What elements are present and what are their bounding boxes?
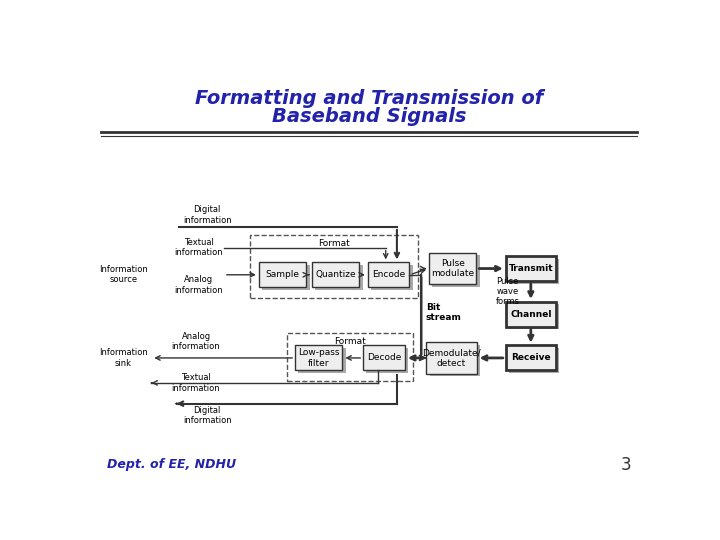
Text: Baseband Signals: Baseband Signals [271,107,467,126]
Bar [312,262,359,287]
Bar [287,333,413,381]
Text: Bit
stream: Bit stream [426,302,462,322]
Text: Format: Format [318,239,350,248]
Bar [262,265,310,290]
Text: Sample: Sample [266,271,300,279]
Text: Digital
information: Digital information [183,406,232,425]
Bar [258,262,306,287]
Text: Demodulate/
detect: Demodulate/ detect [422,348,481,368]
Text: 3: 3 [621,456,631,474]
Text: Analog
information: Analog information [171,332,220,351]
Bar [505,256,556,281]
Bar [295,346,343,370]
Text: Dept. of EE, NDHU: Dept. of EE, NDHU [107,458,236,471]
Bar [315,265,363,290]
Bar [251,235,418,298]
Text: Low-pass
filter: Low-pass filter [298,348,340,368]
Text: Channel: Channel [510,310,552,319]
Text: Decode: Decode [367,354,401,362]
Text: Pulse
modulate: Pulse modulate [431,259,474,278]
Text: Digital
information: Digital information [183,206,232,225]
Text: Quantize: Quantize [315,271,356,279]
Bar [509,305,559,329]
Bar [298,348,346,373]
Text: Textual
information: Textual information [171,373,220,393]
Text: Information
source: Information source [99,265,148,285]
Text: Information
sink: Information sink [99,348,148,368]
Text: Encode: Encode [372,271,405,279]
Bar [368,262,410,287]
Text: Formatting and Transmission of: Formatting and Transmission of [195,89,543,107]
Bar [371,265,413,290]
Bar [426,342,477,374]
Text: Receive: Receive [511,354,551,362]
Bar [429,253,477,284]
Bar [505,302,556,327]
Bar [509,348,559,373]
Text: Transmit: Transmit [508,264,553,273]
Text: Textual
information: Textual information [174,238,223,258]
Text: Format: Format [334,337,366,346]
Bar [432,255,480,287]
Bar [366,348,408,373]
Text: Pulse
wave
forms: Pulse wave forms [495,276,519,306]
Bar [363,346,405,370]
Bar [430,345,480,376]
Bar [509,259,559,284]
Text: Analog
information: Analog information [174,275,223,295]
Bar [505,346,556,370]
